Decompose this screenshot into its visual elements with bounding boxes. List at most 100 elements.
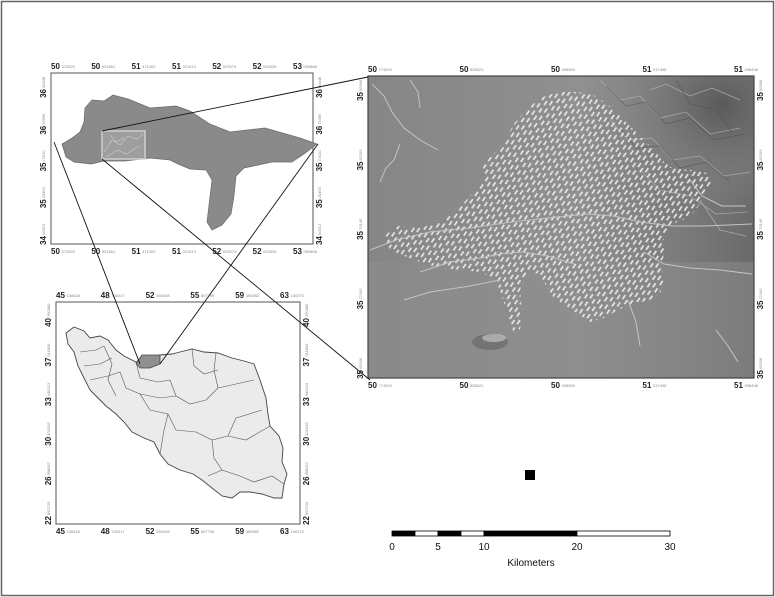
country-top-tick-label: 59 bbox=[235, 291, 244, 300]
detail-right-tick-sublabel: 00960 bbox=[758, 79, 763, 91]
region-right-tick-sublabel: 00912 bbox=[317, 223, 322, 235]
country-top-tick-label: 48 bbox=[101, 291, 110, 300]
region-left-tick-sublabel: 20463 bbox=[41, 186, 46, 198]
country-right-tick-sublabel: 892729 bbox=[304, 501, 309, 515]
region-ticks-bottom: 50 372020 50 921661 51 471302 51 021013 52 570574… bbox=[51, 247, 318, 256]
region-top-tick-sublabel: 020335 bbox=[263, 64, 277, 69]
country-bottom-tick-sublabel: 260008 bbox=[156, 529, 170, 534]
country-right-tick-label: 30 bbox=[302, 436, 311, 445]
detail-bottom-tick-label: 50 bbox=[368, 381, 377, 390]
country-top-tick-label: 63 bbox=[280, 291, 289, 300]
detail-bottom-tick-sublabel: 098438 bbox=[745, 383, 759, 388]
province-shape bbox=[61, 94, 318, 231]
region-bottom-tick-sublabel: 020335 bbox=[263, 249, 277, 254]
country-left-tick-label: 30 bbox=[44, 436, 53, 445]
country-left-tick-label: 33 bbox=[44, 397, 53, 406]
country-left-tick-sublabel: 446213 bbox=[46, 382, 51, 396]
detail-bottom-tick-label: 51 bbox=[734, 381, 743, 390]
region-top-tick-sublabel: 069888 bbox=[304, 64, 318, 69]
detail-right-tick-label: 35 bbox=[756, 91, 765, 100]
country-bottom-tick-label: 45 bbox=[56, 527, 65, 536]
country-bottom-tick-sublabel: 700217 bbox=[111, 529, 125, 534]
region-bottom-tick-label: 52 bbox=[212, 247, 221, 256]
region-map: 50 372020 50 921661 51 471302 51 021013 52 570574… bbox=[39, 62, 324, 256]
region-bottom-tick-sublabel: 921661 bbox=[102, 249, 116, 254]
detail-top-tick-sublabel: 098438 bbox=[745, 67, 759, 72]
scale-label-5: 5 bbox=[435, 542, 441, 553]
scale-unit-label: Kilometers bbox=[507, 558, 554, 569]
detail-ticks-bottom: 50 774920 50 855621 50 936359 51 017498 51 098438 bbox=[368, 381, 759, 390]
connector-country-left bbox=[53, 141, 141, 365]
detail-bottom-tick-sublabel: 936359 bbox=[562, 383, 576, 388]
country-right-tick-sublabel: 498057 bbox=[304, 461, 309, 475]
country-top-tick-label: 52 bbox=[146, 291, 155, 300]
country-bottom-tick-label: 52 bbox=[146, 527, 155, 536]
region-top-tick-sublabel: 921661 bbox=[102, 64, 116, 69]
detail-left-tick-sublabel: 00960 bbox=[358, 79, 363, 91]
region-left-tick-label: 36 bbox=[39, 125, 48, 134]
region-bottom-tick-label: 50 bbox=[51, 247, 60, 256]
connector-country-right bbox=[159, 143, 319, 365]
country-top-tick-sublabel: 150370 bbox=[291, 293, 305, 298]
detail-left-tick-sublabel: 82319 bbox=[358, 149, 363, 161]
country-bottom-tick-label: 59 bbox=[235, 527, 244, 536]
country-right-tick-sublabel: 011806 bbox=[304, 343, 309, 357]
scale-label-30: 30 bbox=[664, 542, 676, 553]
region-bottom-tick-sublabel: 021013 bbox=[183, 249, 197, 254]
region-left-tick-sublabel: 00448 bbox=[41, 76, 46, 88]
country-left-tick-label: 26 bbox=[44, 476, 53, 485]
study-area-hatched bbox=[384, 92, 712, 334]
region-top-tick-label: 52 bbox=[212, 62, 221, 71]
scale-bar: 0 5 10 20 30 Kilometers bbox=[389, 530, 676, 569]
region-right-tick-label: 35 bbox=[315, 199, 324, 208]
country-left-tick-sublabel: 011806 bbox=[46, 343, 51, 357]
detail-top-tick-label: 50 bbox=[460, 65, 469, 74]
detail-left-tick-sublabel: 70149 bbox=[358, 218, 363, 230]
country-right-tick-sublabel: 446213 bbox=[304, 382, 309, 396]
region-right-tick-label: 34 bbox=[315, 235, 324, 244]
detail-top-tick-sublabel: 017498 bbox=[653, 67, 667, 72]
region-top-tick-label: 52 bbox=[253, 62, 262, 71]
country-left-tick-sublabel: 102516 bbox=[46, 422, 51, 436]
detail-bottom-tick-sublabel: 774920 bbox=[379, 383, 393, 388]
country-top-tick-sublabel: 700217 bbox=[111, 293, 125, 298]
detail-left-tick-sublabel: 72142 bbox=[358, 288, 363, 300]
region-ticks-top: 50 372020 50 921661 51 471302 51 021013 52 570574… bbox=[51, 62, 318, 71]
detail-rivers bbox=[369, 79, 753, 363]
country-right-tick-sublabel: 260480 bbox=[304, 303, 309, 317]
region-top-tick-label: 51 bbox=[132, 62, 141, 71]
region-left-tick-label: 34 bbox=[39, 235, 48, 244]
region-left-tick-sublabel: 75366 bbox=[41, 113, 46, 125]
country-top-tick-sublabel: 138426 bbox=[67, 293, 81, 298]
region-top-tick-sublabel: 372020 bbox=[62, 64, 76, 69]
detail-bottom-tick-sublabel: 855621 bbox=[470, 383, 484, 388]
detail-bottom-tick-sublabel: 017498 bbox=[653, 383, 667, 388]
detail-bottom-tick-label: 50 bbox=[460, 381, 469, 390]
country-bottom-tick-label: 55 bbox=[190, 527, 199, 536]
country-ticks-bottom: 45 138426 48 700217 52 260008 55 807790 59 390582… bbox=[56, 527, 305, 536]
country-right-tick-sublabel: 102516 bbox=[304, 422, 309, 436]
country-right-tick-label: 40 bbox=[302, 317, 311, 326]
country-bottom-tick-sublabel: 807790 bbox=[201, 529, 215, 534]
detail-right-tick-sublabel: 82319 bbox=[758, 149, 763, 161]
detail-map-frame bbox=[367, 75, 755, 379]
region-top-tick-label: 50 bbox=[51, 62, 60, 71]
